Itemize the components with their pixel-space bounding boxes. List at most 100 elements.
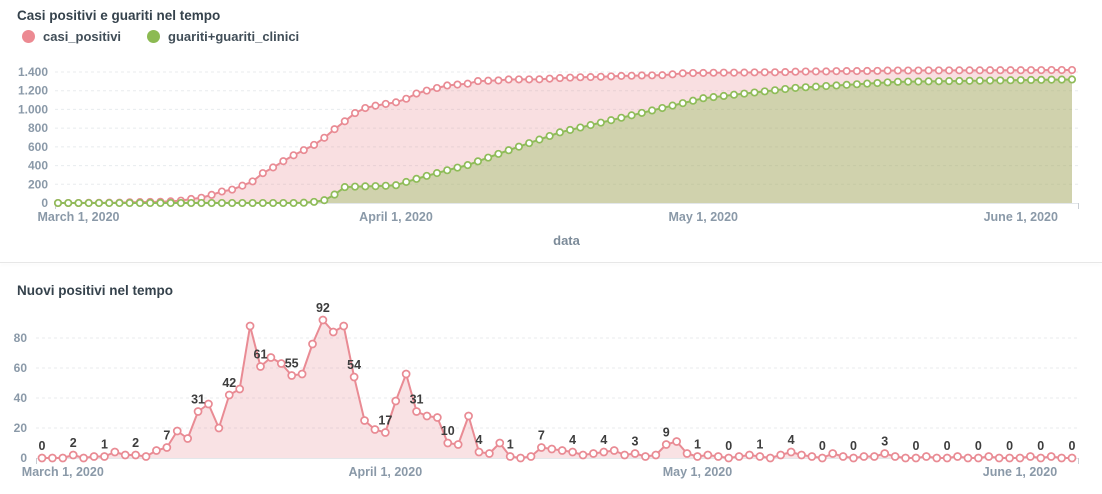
- data-point-casi_positivi[interactable]: [228, 185, 237, 194]
- data-point-casi_positivi[interactable]: [760, 68, 769, 77]
- data-point-nuovi_positivi[interactable]: [786, 447, 796, 457]
- data-point-guariti+guariti_clinici[interactable]: [607, 116, 616, 125]
- data-point-nuovi_positivi[interactable]: [828, 449, 838, 458]
- data-point-nuovi_positivi[interactable]: [609, 446, 619, 455]
- data-point-nuovi_positivi[interactable]: [120, 450, 130, 460]
- data-point-nuovi_positivi[interactable]: [630, 449, 640, 458]
- data-point-casi_positivi[interactable]: [648, 71, 657, 80]
- data-point-casi_positivi[interactable]: [607, 72, 616, 81]
- data-point-nuovi_positivi[interactable]: [58, 453, 68, 463]
- data-point-guariti+guariti_clinici[interactable]: [668, 101, 677, 110]
- data-point-guariti+guariti_clinici[interactable]: [207, 198, 216, 208]
- data-point-casi_positivi[interactable]: [514, 75, 523, 84]
- data-point-nuovi_positivi[interactable]: [162, 443, 172, 452]
- data-point-casi_positivi[interactable]: [975, 66, 984, 75]
- data-point-casi_positivi[interactable]: [719, 68, 728, 77]
- data-point-guariti+guariti_clinici[interactable]: [965, 76, 974, 85]
- data-point-guariti+guariti_clinici[interactable]: [811, 82, 820, 91]
- data-point-guariti+guariti_clinici[interactable]: [320, 196, 329, 205]
- data-point-guariti+guariti_clinici[interactable]: [955, 76, 964, 86]
- data-point-guariti+guariti_clinici[interactable]: [1026, 75, 1036, 85]
- data-point-nuovi_positivi[interactable]: [110, 447, 120, 457]
- data-point-casi_positivi[interactable]: [545, 74, 554, 83]
- data-point-nuovi_positivi[interactable]: [204, 399, 213, 409]
- data-point-casi_positivi[interactable]: [637, 71, 646, 80]
- data-point-guariti+guariti_clinici[interactable]: [883, 78, 892, 87]
- data-point-guariti+guariti_clinici[interactable]: [863, 79, 872, 88]
- data-point-guariti+guariti_clinici[interactable]: [576, 123, 585, 132]
- data-point-guariti+guariti_clinici[interactable]: [842, 80, 851, 89]
- data-point-casi_positivi[interactable]: [781, 68, 790, 77]
- data-point-nuovi_positivi[interactable]: [141, 452, 151, 461]
- data-point-guariti+guariti_clinici[interactable]: [678, 99, 687, 108]
- data-point-casi_positivi[interactable]: [1026, 66, 1036, 75]
- data-point-nuovi_positivi[interactable]: [849, 453, 858, 463]
- data-point-casi_positivi[interactable]: [566, 73, 575, 82]
- data-point-guariti+guariti_clinici[interactable]: [463, 161, 472, 170]
- data-point-casi_positivi[interactable]: [678, 69, 687, 78]
- cumulative-cases-chart[interactable]: 0 200 400 600 800 1.000 1.200 1.400 March 1, 202…: [0, 58, 1102, 230]
- data-point-nuovi_positivi[interactable]: [152, 446, 161, 455]
- data-point-guariti+guariti_clinici[interactable]: [934, 77, 943, 86]
- data-point-casi_positivi[interactable]: [893, 66, 902, 75]
- data-point-nuovi_positivi[interactable]: [308, 339, 317, 349]
- data-point-casi_positivi[interactable]: [791, 67, 800, 76]
- data-point-guariti+guariti_clinici[interactable]: [166, 198, 175, 208]
- data-point-guariti+guariti_clinici[interactable]: [371, 182, 380, 191]
- data-point-nuovi_positivi[interactable]: [453, 440, 463, 449]
- data-point-guariti+guariti_clinici[interactable]: [269, 198, 278, 208]
- data-point-guariti+guariti_clinici[interactable]: [1047, 75, 1056, 84]
- data-point-casi_positivi[interactable]: [729, 68, 739, 77]
- data-point-nuovi_positivi[interactable]: [890, 452, 900, 461]
- data-point-guariti+guariti_clinici[interactable]: [729, 90, 739, 99]
- data-point-casi_positivi[interactable]: [842, 67, 851, 76]
- data-point-casi_positivi[interactable]: [1057, 65, 1066, 75]
- data-point-casi_positivi[interactable]: [996, 66, 1005, 75]
- data-point-nuovi_positivi[interactable]: [193, 407, 203, 416]
- data-point-nuovi_positivi[interactable]: [672, 437, 681, 446]
- data-point-guariti+guariti_clinici[interactable]: [105, 198, 114, 208]
- data-point-nuovi_positivi[interactable]: [505, 452, 515, 461]
- data-point-guariti+guariti_clinici[interactable]: [504, 146, 513, 155]
- data-point-guariti+guariti_clinici[interactable]: [750, 88, 759, 97]
- data-point-casi_positivi[interactable]: [1006, 66, 1015, 75]
- legend-item-casi-positivi[interactable]: casi_positivi: [22, 29, 121, 44]
- data-point-nuovi_positivi[interactable]: [963, 453, 973, 463]
- data-point-nuovi_positivi[interactable]: [974, 453, 983, 463]
- data-point-nuovi_positivi[interactable]: [1057, 453, 1066, 463]
- data-point-casi_positivi[interactable]: [289, 151, 298, 160]
- data-point-guariti+guariti_clinici[interactable]: [258, 198, 267, 208]
- data-point-guariti+guariti_clinici[interactable]: [279, 198, 288, 208]
- data-point-nuovi_positivi[interactable]: [651, 450, 661, 460]
- data-point-nuovi_positivi[interactable]: [328, 327, 338, 337]
- data-point-casi_positivi[interactable]: [699, 68, 708, 77]
- data-point-nuovi_positivi[interactable]: [245, 321, 255, 331]
- data-point-nuovi_positivi[interactable]: [68, 450, 78, 460]
- data-point-nuovi_positivi[interactable]: [172, 426, 182, 436]
- data-point-guariti+guariti_clinici[interactable]: [617, 113, 626, 122]
- data-point-guariti+guariti_clinici[interactable]: [596, 118, 605, 127]
- data-point-nuovi_positivi[interactable]: [724, 453, 734, 463]
- data-point-nuovi_positivi[interactable]: [48, 453, 57, 463]
- data-point-casi_positivi[interactable]: [207, 190, 216, 199]
- data-point-casi_positivi[interactable]: [873, 66, 882, 75]
- data-point-guariti+guariti_clinici[interactable]: [135, 198, 144, 208]
- data-point-guariti+guariti_clinici[interactable]: [525, 139, 534, 148]
- data-point-casi_positivi[interactable]: [576, 73, 585, 82]
- data-point-casi_positivi[interactable]: [299, 146, 308, 155]
- data-point-casi_positivi[interactable]: [740, 68, 749, 77]
- data-point-guariti+guariti_clinici[interactable]: [310, 197, 319, 206]
- data-point-nuovi_positivi[interactable]: [318, 315, 328, 325]
- data-point-casi_positivi[interactable]: [986, 66, 995, 75]
- data-point-guariti+guariti_clinici[interactable]: [125, 198, 134, 208]
- data-point-nuovi_positivi[interactable]: [37, 453, 47, 463]
- data-point-nuovi_positivi[interactable]: [547, 444, 557, 454]
- data-point-casi_positivi[interactable]: [279, 157, 288, 166]
- data-point-casi_positivi[interactable]: [1047, 65, 1056, 75]
- data-point-nuovi_positivi[interactable]: [183, 434, 193, 443]
- data-point-casi_positivi[interactable]: [811, 67, 820, 76]
- data-point-nuovi_positivi[interactable]: [797, 450, 806, 460]
- data-point-guariti+guariti_clinici[interactable]: [637, 108, 646, 117]
- data-point-guariti+guariti_clinici[interactable]: [248, 198, 257, 208]
